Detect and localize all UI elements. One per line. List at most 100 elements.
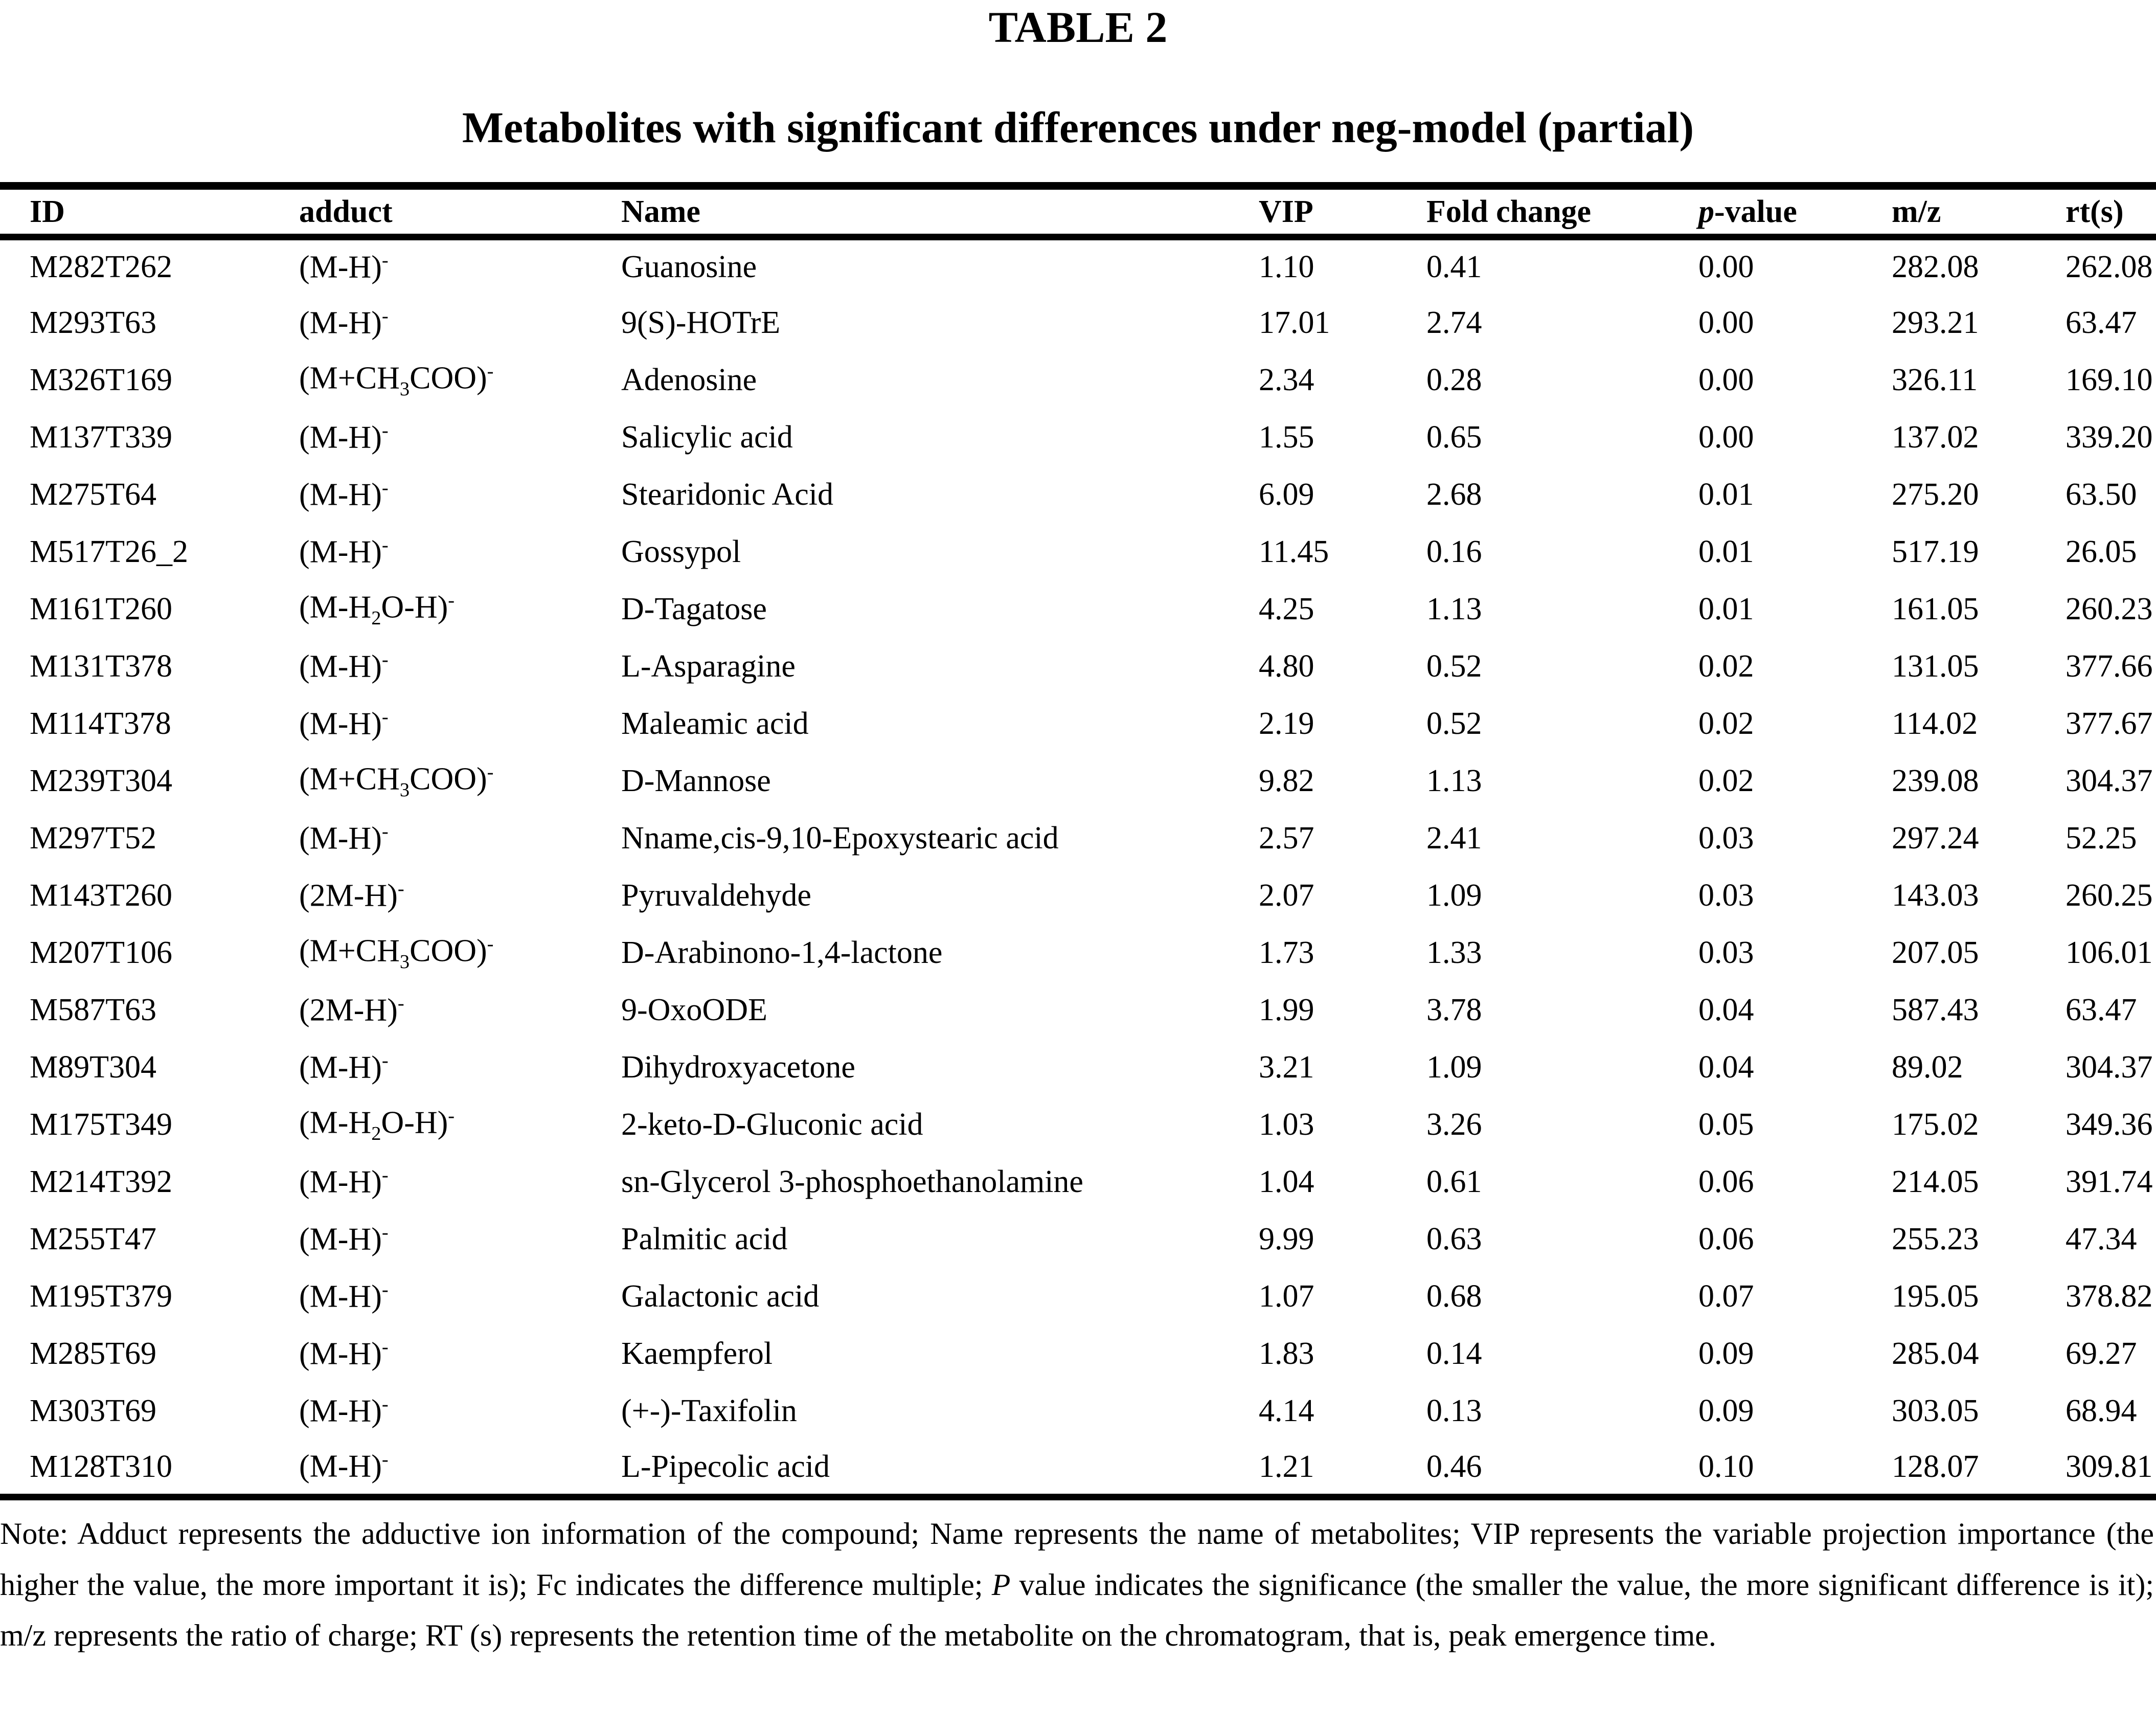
cell-name: (+-)-Taxifolin (621, 1393, 797, 1428)
cell-id: M175T349 (30, 1107, 172, 1142)
cell-rt: 260.25 (2066, 878, 2153, 913)
cell-name: Gossypol (621, 534, 741, 569)
cell-rt: 47.34 (2066, 1222, 2137, 1256)
cell-vip: 4.14 (1259, 1393, 1314, 1428)
header-adduct: adduct (299, 194, 393, 229)
table-row: M326T169 (M+CH3COO)- Adenosine 2.34 0.28… (0, 352, 2156, 409)
header-p-value: p-value (1698, 194, 1797, 229)
cell-adduct: (M-H)- (299, 820, 389, 856)
cell-mz: 282.08 (1892, 250, 1979, 285)
cell-adduct: (M-H)- (299, 648, 389, 684)
table-footnote: Note: Adduct represents the adductive io… (0, 1517, 2154, 1653)
cell-adduct: (M-H)- (299, 1221, 389, 1257)
cell-fold-change: 0.13 (1426, 1393, 1482, 1428)
cell-adduct: (M-H)- (299, 1164, 389, 1200)
cell-vip: 1.55 (1259, 420, 1314, 455)
cell-name: Salicylic acid (621, 420, 793, 455)
cell-rt: 304.37 (2066, 1050, 2153, 1085)
cell-name: 2-keto-D-Gluconic acid (621, 1107, 923, 1142)
cell-name: L-Pipecolic acid (621, 1449, 830, 1484)
cell-id: M285T69 (30, 1336, 156, 1371)
cell-p-value: 0.09 (1698, 1393, 1754, 1428)
table-row: M161T260 (M-H2O-H)- D-Tagatose 4.25 1.13… (0, 581, 2156, 638)
cell-fold-change: 1.09 (1426, 878, 1482, 913)
cell-mz: 326.11 (1892, 363, 1978, 397)
table-body: M282T262 (M-H)- Guanosine 1.10 0.41 0.00… (0, 237, 2156, 1497)
table-row: M114T378 (M-H)- Maleamic acid 2.19 0.52 … (0, 695, 2156, 753)
cell-p-value: 0.02 (1698, 763, 1754, 798)
cell-mz: 175.02 (1892, 1107, 1979, 1142)
cell-adduct: (M+CH3COO)- (299, 761, 494, 801)
cell-vip: 1.83 (1259, 1336, 1314, 1371)
cell-name: sn-Glycerol 3-phosphoethanolamine (621, 1164, 1083, 1199)
cell-adduct: (M-H)- (299, 534, 389, 570)
cell-name: Guanosine (621, 250, 757, 285)
cell-rt: 26.05 (2066, 534, 2137, 569)
cell-p-value: 0.02 (1698, 706, 1754, 741)
cell-p-value: 0.09 (1698, 1336, 1754, 1371)
cell-rt: 262.08 (2066, 250, 2153, 285)
cell-fold-change: 1.13 (1426, 592, 1482, 626)
header-row: ID adduct Name VIP Fold change p-value m… (0, 186, 2156, 237)
table-row: M131T378 (M-H)- L-Asparagine 4.80 0.52 0… (0, 638, 2156, 695)
table-caption: Metabolites with significant differences… (462, 103, 1694, 152)
cell-vip: 9.82 (1259, 763, 1314, 798)
cell-id: M137T339 (30, 420, 172, 455)
cell-fold-change: 0.52 (1426, 649, 1482, 684)
cell-name: Dihydroxyacetone (621, 1050, 855, 1085)
cell-adduct: (M+CH3COO)- (299, 933, 494, 973)
cell-p-value: 0.05 (1698, 1107, 1754, 1142)
cell-fold-change: 0.65 (1426, 420, 1482, 455)
cell-mz: 255.23 (1892, 1222, 1979, 1256)
cell-fold-change: 0.16 (1426, 534, 1482, 569)
cell-fold-change: 1.33 (1426, 935, 1482, 970)
cell-name: Pyruvaldehyde (621, 878, 811, 913)
cell-adduct: (M-H)- (299, 706, 389, 741)
cell-fold-change: 2.74 (1426, 305, 1482, 340)
cell-vip: 1.10 (1259, 250, 1314, 285)
cell-mz: 285.04 (1892, 1336, 1979, 1371)
cell-rt: 260.23 (2066, 592, 2153, 626)
cell-mz: 293.21 (1892, 305, 1979, 340)
table-row: M282T262 (M-H)- Guanosine 1.10 0.41 0.00… (0, 237, 2156, 295)
cell-adduct: (M-H)- (299, 1278, 389, 1314)
cell-id: M303T69 (30, 1393, 156, 1428)
table-row: M89T304 (M-H)- Dihydroxyacetone 3.21 1.0… (0, 1039, 2156, 1096)
table-row: M275T64 (M-H)- Stearidonic Acid 6.09 2.6… (0, 466, 2156, 524)
cell-vip: 2.57 (1259, 821, 1314, 856)
table-row: M303T69 (M-H)- (+-)-Taxifolin 4.14 0.13 … (0, 1383, 2156, 1440)
cell-p-value: 0.01 (1698, 592, 1754, 626)
cell-vip: 11.45 (1259, 534, 1329, 569)
cell-p-value: 0.06 (1698, 1164, 1754, 1199)
cell-p-value: 0.00 (1698, 305, 1754, 340)
cell-p-value: 0.10 (1698, 1449, 1754, 1484)
cell-fold-change: 0.52 (1426, 706, 1482, 741)
table-row: M517T26_2 (M-H)- Gossypol 11.45 0.16 0.0… (0, 524, 2156, 581)
cell-mz: 143.03 (1892, 878, 1979, 913)
cell-id: M326T169 (30, 363, 172, 397)
cell-rt: 349.36 (2066, 1107, 2153, 1142)
cell-name: D-Tagatose (621, 592, 767, 626)
cell-mz: 161.05 (1892, 592, 1979, 626)
cell-rt: 68.94 (2066, 1393, 2137, 1428)
cell-fold-change: 0.46 (1426, 1449, 1482, 1484)
cell-fold-change: 0.14 (1426, 1336, 1482, 1371)
cell-adduct: (M-H)- (299, 1449, 389, 1485)
table-row: M143T260 (2M-H)- Pyruvaldehyde 2.07 1.09… (0, 867, 2156, 925)
cell-fold-change: 3.78 (1426, 993, 1482, 1027)
cell-adduct: (M-H)- (299, 477, 389, 512)
cell-name: L-Asparagine (621, 649, 796, 684)
table-row: M587T63 (2M-H)- 9-OxoODE 1.99 3.78 0.04 … (0, 982, 2156, 1039)
cell-id: M161T260 (30, 592, 172, 626)
cell-adduct: (2M-H)- (299, 992, 404, 1028)
table-row: M175T349 (M-H2O-H)- 2-keto-D-Gluconic ac… (0, 1096, 2156, 1154)
cell-adduct: (M-H)- (299, 305, 389, 341)
cell-fold-change: 0.41 (1426, 250, 1482, 285)
metabolites-table: ID adduct Name VIP Fold change p-value m… (0, 182, 2156, 1500)
cell-fold-change: 2.41 (1426, 821, 1482, 856)
cell-name: Nname,cis-9,10-Epoxystearic acid (621, 821, 1059, 856)
cell-id: M587T63 (30, 993, 156, 1027)
cell-p-value: 0.07 (1698, 1279, 1754, 1314)
cell-name: Palmitic acid (621, 1222, 788, 1256)
table-header: ID adduct Name VIP Fold change p-value m… (0, 186, 2156, 237)
